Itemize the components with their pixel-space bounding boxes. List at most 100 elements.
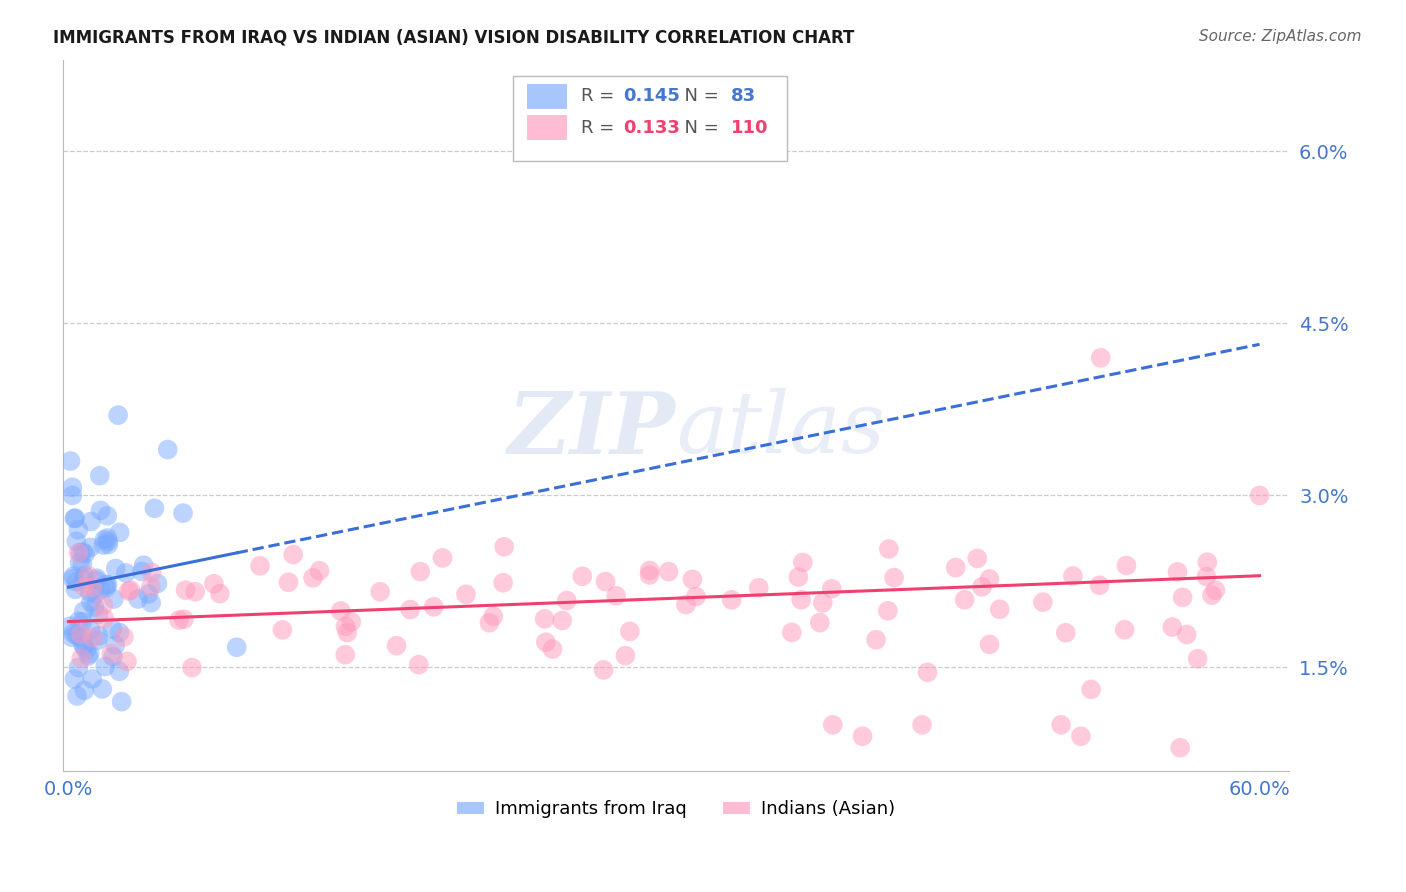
Point [329, 604, 352, 618]
Point [883, 571, 905, 585]
Point [1114, 623, 1136, 637]
Point [65, 582, 87, 597]
Point [72, 638, 94, 652]
Point [114, 566, 136, 580]
Point [271, 623, 294, 637]
Point [808, 615, 831, 630]
Point [790, 592, 813, 607]
Point [93, 612, 115, 626]
Point [141, 566, 163, 580]
Point [97, 534, 120, 549]
Text: 0.133: 0.133 [623, 119, 679, 136]
Point [70, 651, 93, 665]
Point [79, 541, 101, 555]
Point [1032, 595, 1054, 609]
Point [139, 580, 162, 594]
Point [73, 640, 96, 654]
Point [619, 624, 641, 639]
Point [225, 640, 247, 655]
Point [108, 525, 131, 540]
Point [96, 531, 118, 545]
Point [65, 534, 87, 549]
Text: atlas: atlas [676, 388, 884, 471]
Point [249, 558, 271, 573]
Point [551, 614, 574, 628]
Point [966, 551, 988, 566]
Point [277, 575, 299, 590]
Point [75, 547, 97, 561]
Point [101, 622, 124, 636]
Point [1175, 627, 1198, 641]
Point [94, 577, 117, 591]
Point [385, 639, 408, 653]
Point [63, 511, 86, 525]
Point [614, 648, 637, 663]
Point [1197, 555, 1219, 569]
Legend: Immigrants from Iraq, Indians (Asian): Immigrants from Iraq, Indians (Asian) [450, 793, 903, 826]
Point [67, 660, 90, 674]
Point [96, 581, 118, 595]
Text: R =: R = [581, 119, 620, 136]
Point [541, 642, 564, 657]
Point [1168, 740, 1191, 755]
Point [97, 578, 120, 592]
Point [72, 545, 94, 559]
Point [533, 612, 555, 626]
Point [100, 647, 122, 661]
Point [720, 592, 742, 607]
Point [811, 596, 834, 610]
Point [59, 619, 82, 633]
Point [112, 630, 135, 644]
Point [1115, 558, 1137, 573]
Point [787, 570, 810, 584]
Point [592, 663, 614, 677]
Point [780, 625, 803, 640]
Point [69, 556, 91, 570]
Point [146, 576, 169, 591]
Point [118, 584, 141, 599]
Point [877, 541, 900, 556]
Point [62, 569, 84, 583]
Point [970, 580, 993, 594]
Point [82, 631, 104, 645]
Text: 0.145: 0.145 [623, 87, 679, 105]
Point [340, 615, 363, 629]
Point [336, 625, 359, 640]
Point [72, 615, 94, 629]
Point [953, 592, 976, 607]
Text: N =: N = [673, 119, 725, 136]
Point [172, 506, 194, 520]
Point [368, 584, 391, 599]
Point [1080, 682, 1102, 697]
Point [1171, 591, 1194, 605]
Point [91, 681, 114, 696]
Point [945, 560, 967, 574]
Point [181, 660, 204, 674]
Point [69, 627, 91, 641]
Point [681, 572, 703, 586]
Point [69, 631, 91, 645]
Point [988, 602, 1011, 616]
Point [865, 632, 887, 647]
Point [115, 655, 138, 669]
Point [101, 649, 124, 664]
Point [184, 584, 207, 599]
Point [422, 599, 444, 614]
Point [658, 565, 681, 579]
Point [208, 587, 231, 601]
Point [108, 665, 131, 679]
Point [72, 558, 94, 572]
Point [59, 454, 82, 468]
Point [80, 595, 103, 609]
Point [821, 718, 844, 732]
Point [104, 561, 127, 575]
Point [66, 689, 89, 703]
Point [97, 537, 120, 551]
Point [335, 619, 357, 633]
Text: R =: R = [581, 87, 620, 105]
Point [87, 629, 110, 643]
Text: ZIP: ZIP [508, 388, 676, 471]
Point [478, 615, 501, 630]
Point [73, 580, 96, 594]
Point [86, 633, 108, 648]
